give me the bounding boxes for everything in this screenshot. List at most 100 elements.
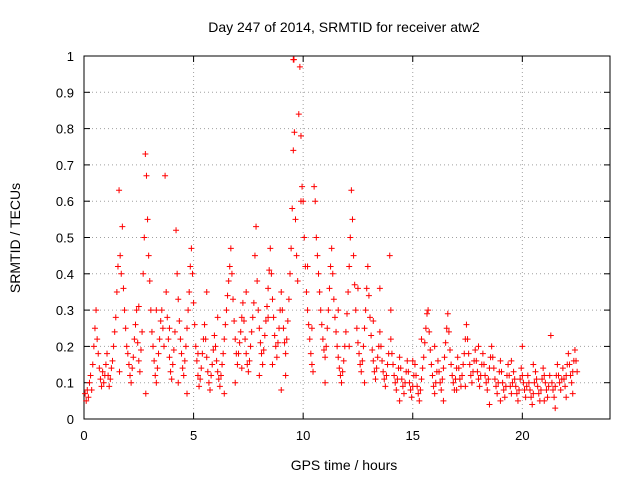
y-tick-label: 0.7 (56, 158, 74, 173)
data-point (571, 347, 578, 354)
data-point (166, 325, 173, 332)
data-point (419, 365, 426, 372)
data-point (148, 328, 155, 335)
data-point (202, 336, 209, 343)
data-point (97, 376, 104, 383)
data-point (377, 343, 384, 350)
data-point (569, 390, 576, 397)
data-point (544, 394, 551, 401)
data-point (265, 314, 272, 321)
data-point (307, 350, 314, 357)
data-point (156, 336, 163, 343)
data-point (167, 368, 174, 375)
data-point (120, 285, 127, 292)
data-point (174, 270, 181, 277)
data-point (116, 368, 123, 375)
data-point (187, 263, 194, 270)
data-point (426, 328, 433, 335)
data-point (352, 307, 359, 314)
data-point (408, 394, 415, 401)
data-point (509, 379, 516, 386)
data-point (271, 332, 278, 339)
data-point (282, 372, 289, 379)
data-point (573, 357, 580, 364)
data-point (86, 379, 93, 386)
data-point (188, 245, 195, 252)
data-point (464, 336, 471, 343)
data-point (396, 397, 403, 404)
data-point (308, 361, 315, 368)
data-point (418, 376, 425, 383)
y-tick-label: 0.8 (56, 122, 74, 137)
data-point (467, 372, 474, 379)
y-tick-label: 0.3 (56, 303, 74, 318)
data-point (511, 376, 518, 383)
data-point (453, 386, 460, 393)
data-point (170, 347, 177, 354)
data-point (320, 347, 327, 354)
data-point (89, 361, 96, 368)
data-point (555, 372, 562, 379)
data-point (194, 372, 201, 379)
data-point (266, 267, 273, 274)
data-point (441, 354, 448, 361)
data-point (335, 354, 342, 361)
data-point (550, 386, 557, 393)
data-point (567, 372, 574, 379)
data-point (142, 390, 149, 397)
data-point (376, 285, 383, 292)
data-point (422, 325, 429, 332)
data-point (190, 299, 197, 306)
y-tick-label: 0.4 (56, 267, 74, 282)
data-point (228, 270, 235, 277)
data-point (296, 63, 303, 70)
data-point (462, 383, 469, 390)
data-point (106, 383, 113, 390)
data-point (505, 361, 512, 368)
data-point (177, 336, 184, 343)
data-point (414, 383, 421, 390)
data-point (540, 365, 547, 372)
data-point (390, 361, 397, 368)
data-point (127, 372, 134, 379)
data-point (236, 339, 243, 346)
data-point (359, 357, 366, 364)
data-point (176, 317, 183, 324)
data-point (260, 347, 267, 354)
data-point (350, 252, 357, 259)
data-point (404, 357, 411, 364)
data-point (291, 129, 298, 136)
data-point (256, 372, 263, 379)
data-point (323, 343, 330, 350)
data-point (475, 376, 482, 383)
data-point (396, 354, 403, 361)
data-point (420, 354, 427, 361)
data-point (456, 376, 463, 383)
data-point (212, 343, 219, 350)
data-point (445, 328, 452, 335)
data-point (354, 339, 361, 346)
data-point (497, 397, 504, 404)
data-point (382, 383, 389, 390)
data-point (154, 365, 161, 372)
data-point (308, 325, 315, 332)
data-point (210, 347, 217, 354)
data-point (143, 172, 150, 179)
data-point (133, 307, 140, 314)
data-point (362, 307, 369, 314)
data-point (431, 343, 438, 350)
data-point (269, 361, 276, 368)
data-point (374, 354, 381, 361)
data-point (299, 183, 306, 190)
data-point (203, 354, 210, 361)
data-point (226, 263, 233, 270)
data-point (264, 303, 271, 310)
data-point (379, 357, 386, 364)
data-point (243, 350, 250, 357)
data-point (314, 252, 321, 259)
y-axis-tick-labels: 0 0.1 0.2 0.3 0.4 0.5 0.6 0.7 0.8 0.9 1 (56, 49, 74, 427)
data-point (512, 383, 519, 390)
data-point (171, 328, 178, 335)
data-point (292, 216, 299, 223)
data-point (559, 365, 566, 372)
